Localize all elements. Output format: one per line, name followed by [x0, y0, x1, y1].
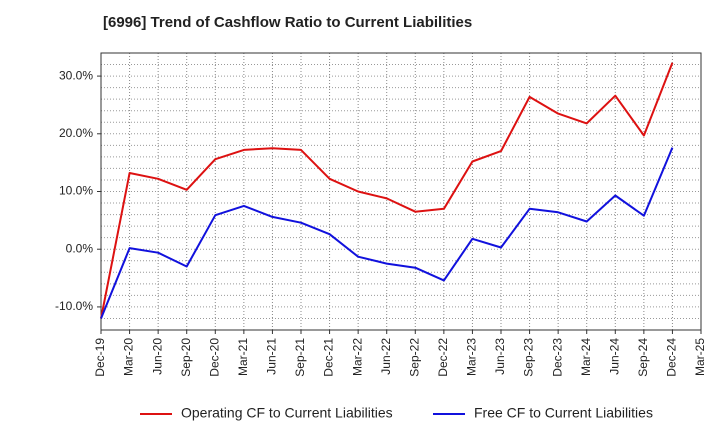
y-tick-label: 0.0%: [66, 241, 94, 255]
x-tick-label: Mar-24: [579, 338, 593, 376]
x-tick-label: Dec-21: [322, 338, 336, 377]
x-tick-label: Jun-22: [379, 338, 393, 375]
x-tick-label: Mar-21: [236, 338, 250, 376]
x-tick-label: Jun-21: [265, 338, 279, 375]
legend: Operating CF to Current Liabilities Free …: [140, 405, 653, 421]
plot-frame: [100, 52, 702, 331]
legend-label: Operating CF to Current Liabilities: [181, 405, 393, 421]
x-tick-label: Mar-23: [465, 338, 479, 376]
y-tick-label: -10.0%: [55, 299, 93, 313]
x-tick-label: Jun-24: [607, 338, 621, 375]
y-tick-label: 30.0%: [59, 68, 93, 82]
series-line: [100, 147, 674, 319]
x-tick-label: Dec-24: [665, 338, 679, 377]
x-tick-label: Sep-21: [293, 338, 307, 377]
x-tick-label: Mar-20: [122, 338, 136, 376]
x-tick-label: Dec-19: [93, 338, 107, 377]
x-tick-label: Dec-22: [436, 338, 450, 377]
x-tick-label: Sep-23: [522, 338, 536, 377]
x-tick-label: Sep-22: [407, 338, 421, 377]
x-tick-label: Jun-20: [150, 338, 164, 375]
series-lines: [100, 62, 674, 319]
x-tick-label: Sep-24: [636, 338, 650, 377]
x-tick-label: Jun-23: [493, 338, 507, 375]
chart-title: [6996] Trend of Cashflow Ratio to Curren…: [103, 14, 473, 31]
series-line: [100, 62, 674, 319]
legend-label: Free CF to Current Liabilities: [474, 405, 653, 421]
x-tick-label: Mar-25: [693, 338, 707, 376]
x-tick-label: Sep-20: [179, 338, 193, 377]
axes: Dec-19 Mar-20 Jun-20 Sep-20 Dec-20 Mar-21 Jun-…: [55, 52, 707, 377]
x-tick-label: Dec-20: [207, 338, 221, 377]
y-tick-label: 20.0%: [59, 126, 93, 140]
x-tick-label: Mar-22: [350, 338, 364, 376]
x-tick-label: Dec-23: [550, 338, 564, 377]
y-tick-label: 10.0%: [59, 184, 93, 198]
grid-lines: [101, 53, 701, 330]
